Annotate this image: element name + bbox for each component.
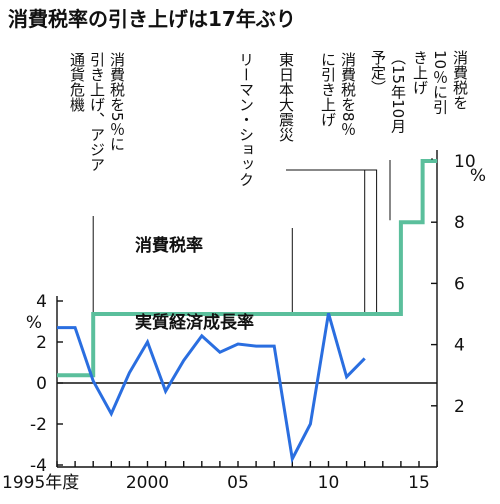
x-tick-label: 1995年度: [2, 473, 79, 493]
annotation-text: 10％に引: [431, 50, 449, 115]
x-tick-label: 2000: [126, 473, 169, 493]
chart-title: 消費税率の引き上げは17年ぶり: [8, 7, 296, 31]
right-axis-unit: %: [470, 166, 486, 186]
right-tick-label: 6: [454, 274, 465, 294]
x-tick-label: 10: [318, 473, 340, 493]
annotation-leader: [286, 170, 377, 312]
series-label-gdp-growth: 実質経済成長率: [135, 312, 254, 333]
left-tick-label: 0: [36, 374, 47, 394]
x-tick-label: 05: [227, 473, 249, 493]
annotation-text: 引き上げ、アジア: [88, 52, 106, 172]
annotation-text: 消費税を5％に: [108, 52, 126, 152]
annotation-text: 予定）: [369, 50, 387, 95]
annotation-text: 東日本大震災: [277, 52, 295, 142]
series-line-gdp-growth: [57, 313, 365, 459]
annotation-text: 通貨危機: [68, 52, 86, 113]
annotation-text: に引き上げ: [319, 52, 337, 127]
annotation-text: （15年10月: [389, 50, 407, 134]
annotation-text: き上げ: [411, 50, 429, 95]
left-tick-label: 4: [36, 292, 47, 312]
annotation-text: 消費税を8％: [339, 52, 357, 137]
right-tick-label: 8: [454, 213, 465, 233]
right-tick-label: 4: [454, 336, 465, 356]
annotation: 消費税を8％に引き上げ: [319, 52, 365, 312]
left-tick-label: -2: [30, 415, 47, 435]
left-axis-unit: %: [26, 313, 42, 333]
right-tick-label: 2: [454, 397, 465, 417]
annotation-text: リーマン・ショック: [237, 52, 255, 187]
left-tick-label: 2: [36, 333, 47, 353]
x-tick-label: 15: [408, 473, 430, 493]
annotation-text: 消費税を: [451, 50, 469, 110]
series-line-tax-rate: [57, 161, 437, 375]
series-label-tax-rate: 消費税率: [135, 235, 203, 256]
